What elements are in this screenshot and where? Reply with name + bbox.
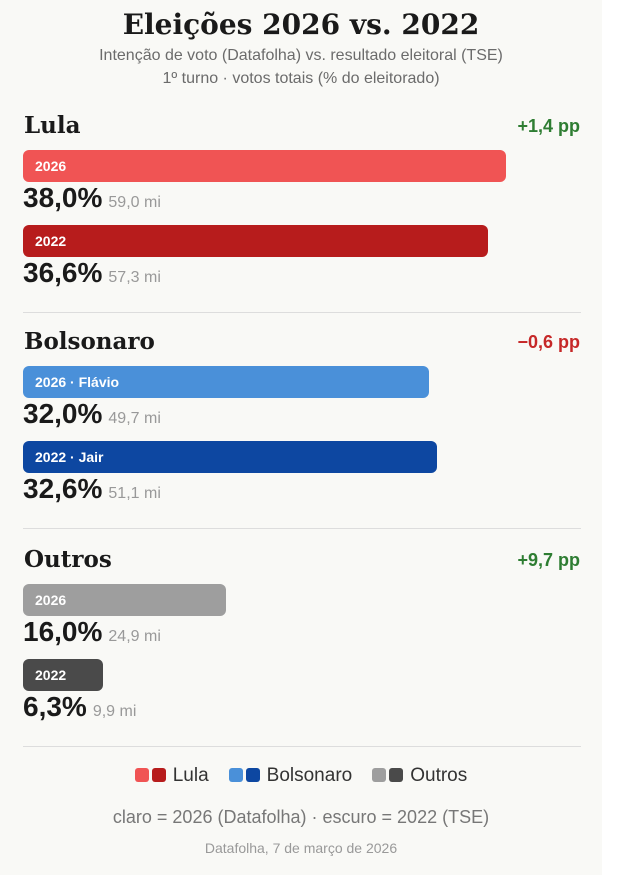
data-label-votes: 51,1 mi xyxy=(108,485,161,502)
legend-swatch-dark xyxy=(389,768,404,782)
data-label-percent: 32,6% xyxy=(23,473,103,504)
chart-source: Datafolha, 7 de março de 2026 xyxy=(204,840,398,856)
legend-swatch-light xyxy=(228,768,243,782)
group-title-lula: Lula xyxy=(24,112,81,139)
group-divider xyxy=(23,312,581,313)
value-row: 6,3% 9,9 mi xyxy=(23,691,136,723)
legend-item-lula: Lula xyxy=(134,765,209,787)
data-label-percent: 6,3% xyxy=(23,691,87,722)
data-label-percent: 38,0% xyxy=(23,182,103,213)
chart-subtitle: Intenção de voto (Datafolha) vs. resulta… xyxy=(99,47,503,64)
legend-swatch-light xyxy=(134,768,149,782)
bar-bolsonaro-2022: 2022 · Jair xyxy=(23,441,437,473)
bar-lula-2026: 2026 xyxy=(23,150,506,182)
data-label-votes: 59,0 mi xyxy=(108,194,161,211)
bar-bolsonaro-2026: 2026 · Flávio xyxy=(23,366,429,398)
value-row: 32,0% 49,7 mi xyxy=(23,398,161,430)
group-delta-lula: +1,4 pp xyxy=(517,116,580,136)
chart-card: Eleições 2026 vs. 2022 Intenção de voto … xyxy=(0,8,602,856)
value-row: 38,0% 59,0 mi xyxy=(23,182,161,214)
data-label-votes: 49,7 mi xyxy=(108,410,161,427)
value-row: 16,0% 24,9 mi xyxy=(23,616,161,648)
data-label-votes: 9,9 mi xyxy=(92,703,137,720)
bar-outros-2026: 2026 xyxy=(23,584,226,616)
value-row: 36,6% 57,3 mi xyxy=(23,257,161,289)
group-divider xyxy=(23,528,581,529)
legend-swatch-dark xyxy=(245,768,260,782)
data-label-votes: 24,9 mi xyxy=(108,628,161,645)
legend-label: Outros xyxy=(410,765,468,786)
chart-subtitle-secondary: 1º turno · votos totais (% do eleitorado… xyxy=(162,70,440,87)
data-label-percent: 32,0% xyxy=(23,398,103,429)
group-divider xyxy=(23,746,581,747)
legend-note: claro = 2026 (Datafolha) · escuro = 2022… xyxy=(112,807,490,827)
legend-swatch-light xyxy=(372,768,387,782)
chart-legend: Lula Bolsonaro Outros xyxy=(0,765,602,787)
bar-lula-2022: 2022 xyxy=(23,225,488,257)
chart-title: Eleições 2026 vs. 2022 xyxy=(122,8,480,41)
bar-outros-2022: 2022 xyxy=(23,659,103,691)
legend-swatch-dark xyxy=(151,768,166,782)
value-row: 32,6% 51,1 mi xyxy=(23,473,161,505)
group-title-bolsonaro: Bolsonaro xyxy=(24,328,155,355)
legend-item-outros: Outros xyxy=(372,765,467,787)
legend-label: Lula xyxy=(172,765,209,786)
group-delta-outros: +9,7 pp xyxy=(517,550,580,570)
data-label-percent: 16,0% xyxy=(23,616,103,647)
data-label-percent: 36,6% xyxy=(23,257,103,288)
data-label-votes: 57,3 mi xyxy=(108,269,161,286)
legend-item-bolsonaro: Bolsonaro xyxy=(228,765,353,787)
group-title-outros: Outros xyxy=(24,546,112,573)
group-delta-bolsonaro: −0,6 pp xyxy=(517,332,580,352)
legend-label: Bolsonaro xyxy=(266,765,353,786)
